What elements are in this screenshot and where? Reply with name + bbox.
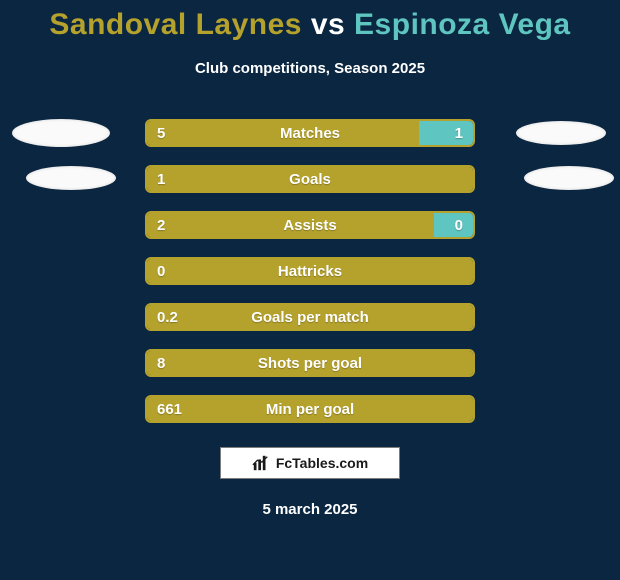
stat-bar-left	[147, 213, 434, 237]
stat-row: 51Matches	[0, 119, 620, 147]
stat-bar: 51Matches	[145, 119, 475, 147]
stat-value-left: 8	[157, 355, 165, 372]
stat-row: 661Min per goal	[0, 395, 620, 423]
stat-bar: 20Assists	[145, 211, 475, 239]
stat-bar: 0Hattricks	[145, 257, 475, 285]
stat-bar: 8Shots per goal	[145, 349, 475, 377]
stat-row: 8Shots per goal	[0, 349, 620, 377]
stat-value-right: 0	[455, 217, 463, 234]
stat-bar-left	[147, 351, 473, 375]
stat-bar-left	[147, 305, 473, 329]
stat-bar: 1Goals	[145, 165, 475, 193]
watermark: FcTables.com	[220, 447, 400, 479]
title-player1: Sandoval Laynes	[49, 8, 302, 41]
stat-row: 20Assists	[0, 211, 620, 239]
stat-row: 1Goals	[0, 165, 620, 193]
subtitle: Club competitions, Season 2025	[0, 60, 620, 77]
stat-bar-left	[147, 397, 473, 421]
footer-date: 5 march 2025	[0, 501, 620, 518]
bar-chart-icon	[252, 454, 270, 472]
stat-value-left: 661	[157, 401, 182, 418]
page-title: Sandoval Laynes vs Espinoza Vega	[0, 0, 620, 42]
stat-value-right: 1	[455, 125, 463, 142]
stat-bar-right	[434, 213, 473, 237]
stat-bar-left	[147, 259, 473, 283]
watermark-text: FcTables.com	[276, 455, 368, 471]
stats-area: 51Matches1Goals20Assists0Hattricks0.2Goa…	[0, 119, 620, 423]
title-vs: vs	[311, 8, 345, 41]
stat-value-left: 0	[157, 263, 165, 280]
stat-bar-left	[147, 167, 473, 191]
stat-value-left: 2	[157, 217, 165, 234]
stat-value-left: 5	[157, 125, 165, 142]
stat-row: 0.2Goals per match	[0, 303, 620, 331]
title-player2: Espinoza Vega	[354, 8, 571, 41]
stat-bar-right	[419, 121, 473, 145]
stat-bar: 0.2Goals per match	[145, 303, 475, 331]
stat-bar-left	[147, 121, 419, 145]
stat-bar: 661Min per goal	[145, 395, 475, 423]
stat-value-left: 0.2	[157, 309, 178, 326]
stat-row: 0Hattricks	[0, 257, 620, 285]
stat-value-left: 1	[157, 171, 165, 188]
